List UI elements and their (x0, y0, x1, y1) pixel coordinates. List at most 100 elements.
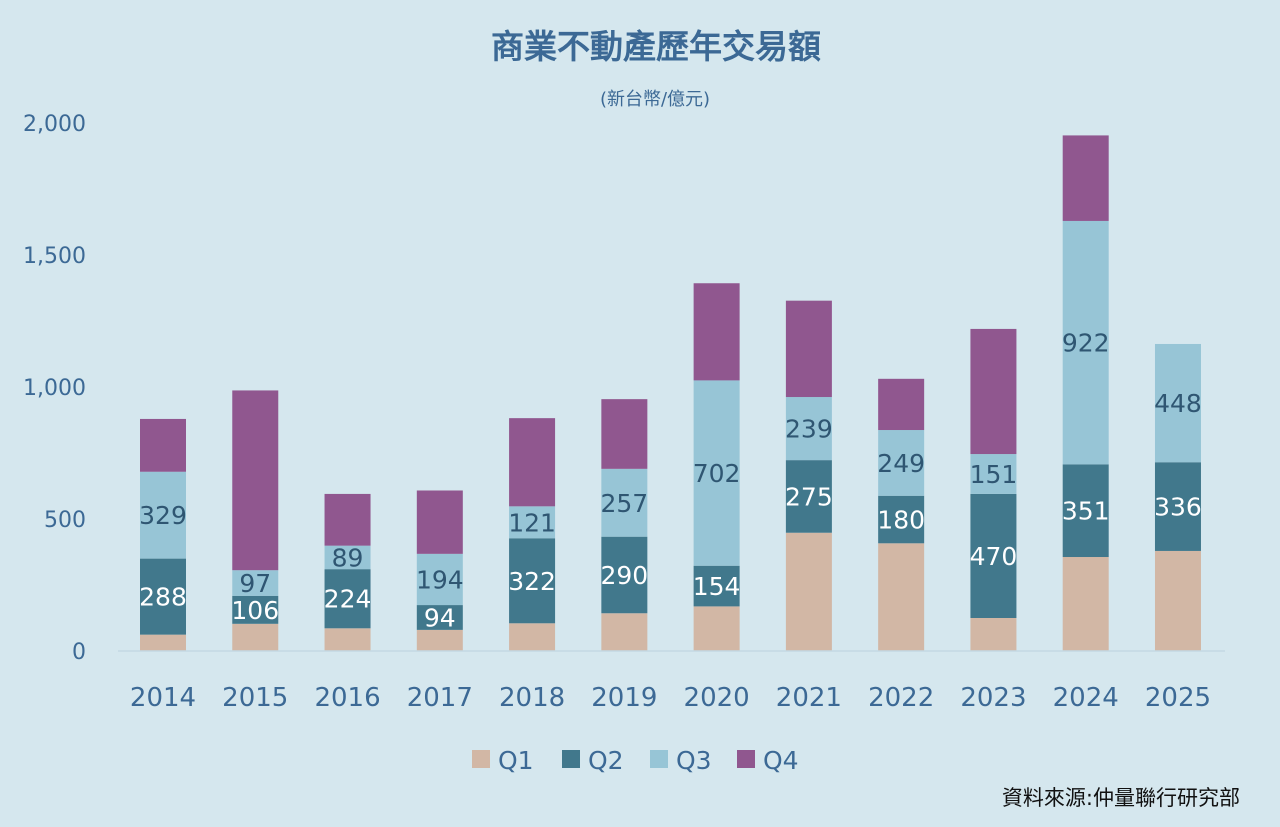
bar-segment-q2 (785, 460, 832, 533)
x-tick-label: 2017 (407, 683, 473, 713)
bar-segment-q3 (1062, 220, 1109, 465)
data-label: 448 (1154, 389, 1202, 418)
source-note: 資料來源:仲量聯行研究部 (1002, 786, 1240, 810)
bar-stack-2022: 180 249 (877, 378, 925, 651)
bar-segment-q3 (324, 545, 371, 570)
bar-segment-q3 (509, 506, 556, 539)
chart-title: 商業不動產歷年交易額 (491, 27, 821, 66)
data-label: 702 (693, 459, 741, 488)
data-label: 239 (785, 415, 833, 444)
y-axis: 0 500 1,000 1,500 2,000 (23, 112, 86, 665)
data-label: 288 (139, 583, 187, 612)
bar-segment-q2 (601, 536, 648, 614)
bar-segment-q3 (416, 553, 463, 606)
x-tick-label: 2022 (868, 683, 934, 713)
bar-segment-q2 (878, 495, 925, 544)
x-tick-label: 2018 (499, 683, 565, 713)
data-label: 180 (877, 506, 925, 535)
chart-subtitle: (新台幣/億元) (600, 89, 710, 110)
bar-segment-q3 (878, 430, 925, 496)
data-label: 336 (1154, 493, 1202, 522)
x-tick-label: 2016 (314, 683, 380, 713)
bar-segment-q3 (601, 468, 648, 537)
bar-stack-2024: 351 922 (1062, 135, 1110, 651)
bar-segment-q2 (509, 538, 556, 624)
legend: Q1 Q2 Q3 Q4 (472, 746, 799, 775)
bar-segment-q3 (693, 380, 740, 566)
x-axis: 2014 2015 2016 2017 2018 2019 2020 2021 2022 2023… (130, 683, 1211, 713)
y-tick-label: 0 (72, 640, 86, 665)
bar-stack-2018: 322 121 (508, 418, 556, 651)
bar-segment-q4 (232, 390, 279, 571)
bar-segment-q1 (878, 543, 925, 651)
data-label: 97 (239, 569, 271, 598)
y-tick-label: 500 (44, 508, 86, 533)
data-label: 121 (508, 508, 556, 537)
bar-stack-2021: 275 239 (785, 300, 833, 651)
y-tick-label: 1,500 (23, 244, 86, 269)
bar-segment-q4 (970, 328, 1017, 455)
data-label: 89 (332, 543, 364, 572)
bar-stack-2019: 290 257 (600, 399, 648, 651)
data-label: 249 (877, 449, 925, 478)
legend-swatch-q2 (562, 750, 580, 768)
data-label: 194 (416, 565, 464, 594)
bar-segment-q4 (785, 300, 832, 398)
bar-segment-q1 (601, 613, 648, 651)
x-tick-label: 2020 (684, 683, 750, 713)
bar-stack-2014: 288 329 (139, 418, 187, 651)
bar-stack-2023: 470 151 (970, 328, 1018, 651)
bar-segment-q1 (232, 623, 279, 651)
bar-segment-q1 (140, 634, 186, 651)
x-tick-label: 2025 (1145, 683, 1211, 713)
data-label: 470 (970, 542, 1018, 571)
data-label: 154 (693, 572, 741, 601)
x-tick-label: 2014 (130, 683, 196, 713)
bar-segment-q4 (878, 378, 925, 431)
legend-label: Q1 (498, 746, 534, 775)
data-label: 329 (139, 501, 187, 530)
data-label: 351 (1062, 497, 1110, 526)
data-label: 322 (508, 567, 556, 596)
bar-stack-2020: 154 702 (693, 283, 741, 651)
data-label: 94 (424, 603, 456, 632)
bar-segment-q3 (970, 454, 1017, 494)
bar-segment-q2 (970, 493, 1017, 618)
data-label: 275 (785, 482, 833, 511)
legend-label: Q4 (763, 746, 799, 775)
bar-segment-q1 (970, 618, 1017, 651)
bar-segment-q2 (1154, 462, 1201, 551)
bar-segment-q4 (416, 490, 463, 554)
bar-segment-q2 (1062, 464, 1109, 558)
data-label: 290 (600, 561, 648, 590)
bar-segment-q2 (693, 565, 740, 607)
y-tick-label: 2,000 (23, 112, 86, 137)
x-tick-label: 2021 (776, 683, 842, 713)
bar-segment-q1 (416, 629, 463, 651)
legend-label: Q2 (588, 746, 624, 775)
bar-segment-q4 (1062, 135, 1109, 221)
bar-segment-q2 (324, 569, 371, 629)
data-label: 922 (1062, 329, 1110, 358)
bar-segment-q1 (785, 532, 832, 651)
bar-segment-q4 (324, 493, 371, 546)
bar-segment-q4 (509, 418, 556, 507)
bar-segment-q1 (509, 623, 556, 651)
legend-label: Q3 (676, 746, 712, 775)
bar-stack-2025: 336 448 (1154, 343, 1202, 651)
data-label: 106 (231, 596, 279, 625)
bar-segment-q3 (785, 397, 832, 461)
data-label: 224 (324, 585, 372, 614)
legend-swatch-q4 (737, 750, 755, 768)
data-label: 151 (970, 460, 1018, 489)
bar-segment-q3 (1154, 343, 1201, 463)
data-label: 257 (600, 489, 648, 518)
bar-segment-q2 (232, 595, 279, 624)
legend-swatch-q3 (650, 750, 668, 768)
bar-segment-q3 (140, 471, 186, 559)
